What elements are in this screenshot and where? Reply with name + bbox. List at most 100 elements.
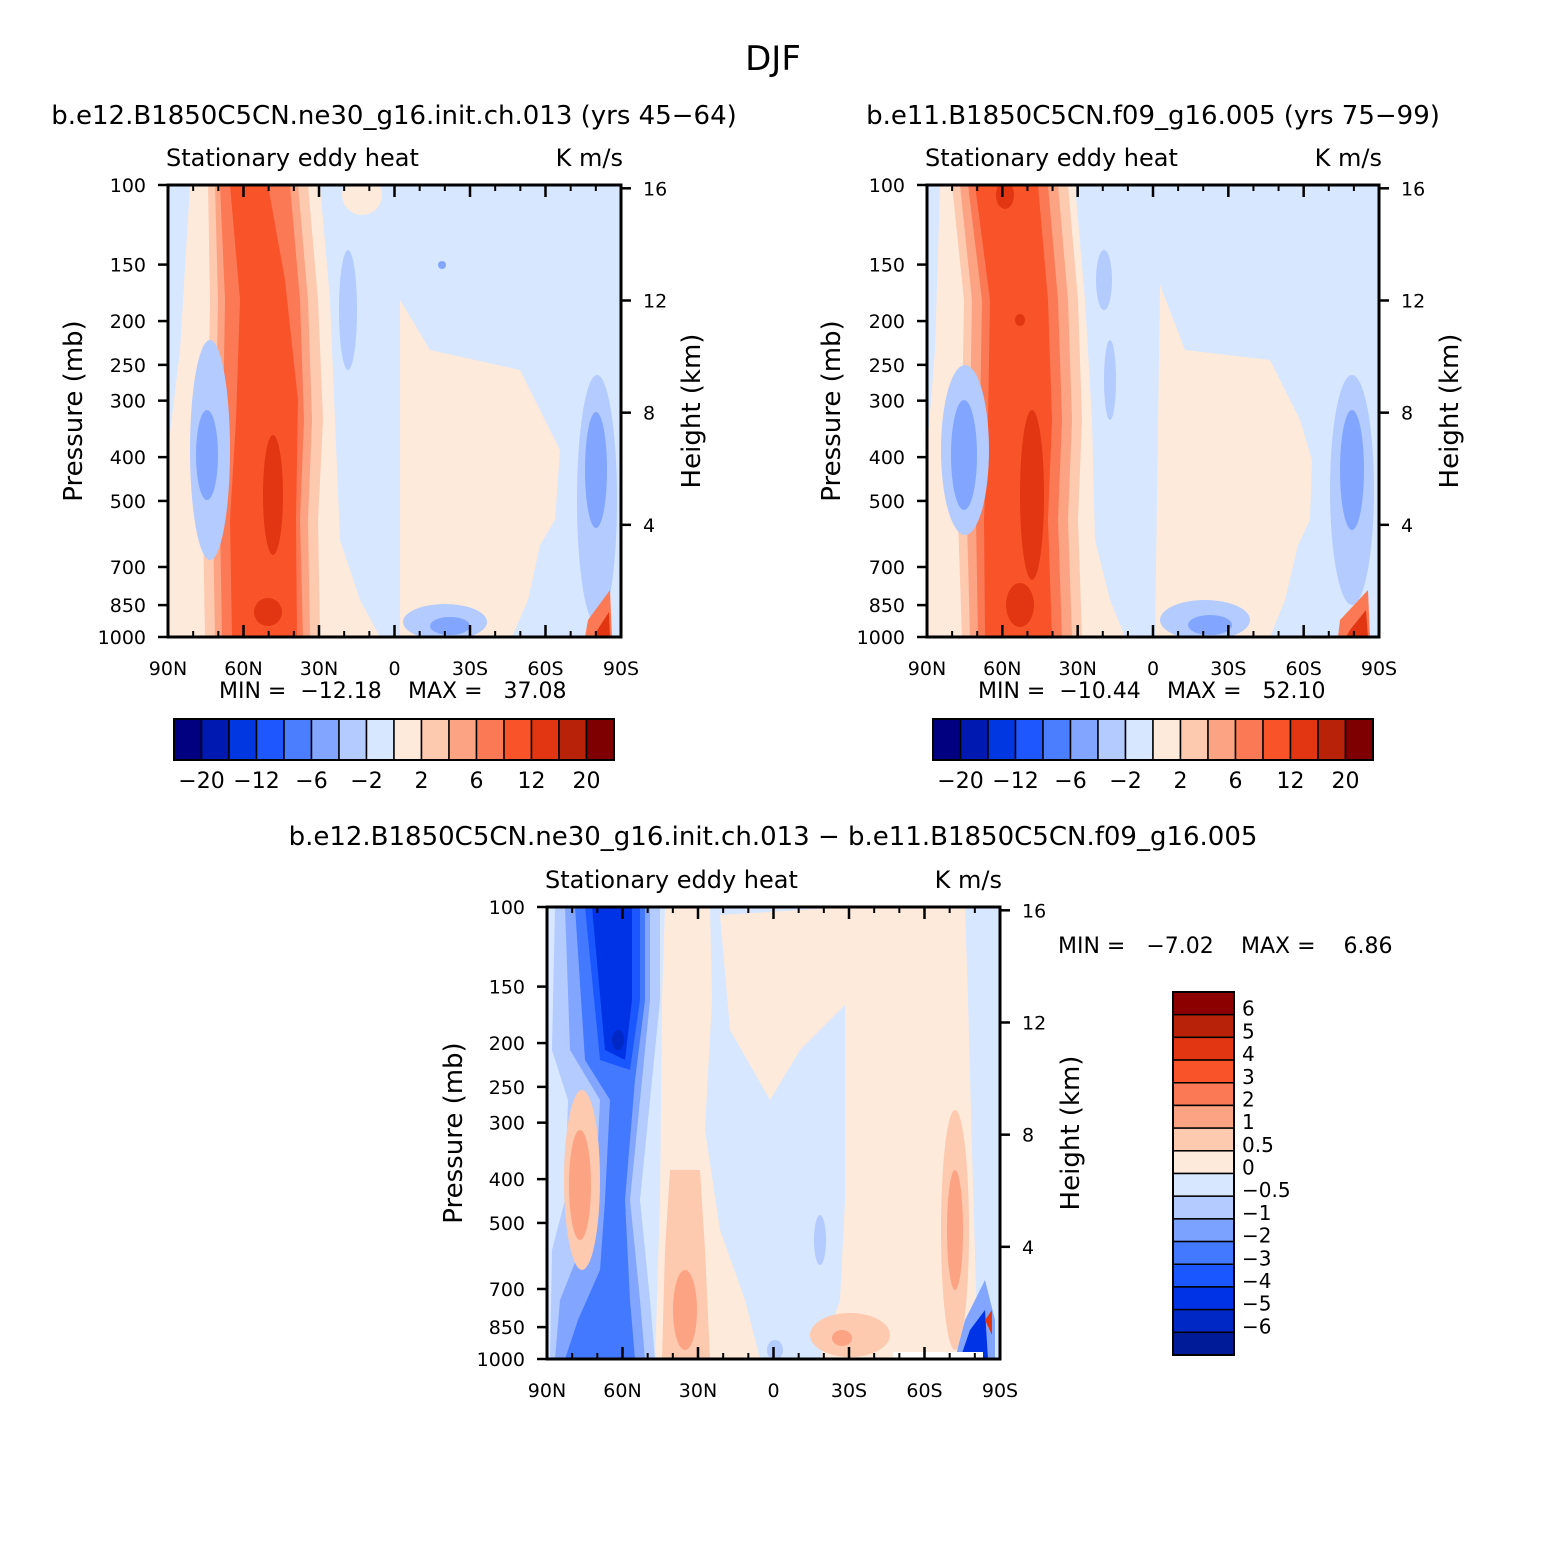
panel-1-ytick-label: 700 bbox=[110, 557, 146, 579]
panel-3-cold-strip bbox=[814, 1215, 826, 1265]
panel-2-ytick-label: 250 bbox=[869, 355, 905, 377]
panel-1-axes: 90N 60N 30N 0 30S 60S 90S 100 150 200 250 300 400 500… bbox=[98, 175, 668, 680]
panel-2-ytick-label: 400 bbox=[869, 447, 905, 469]
panel-3-xtick-label: 0 bbox=[767, 1380, 779, 1402]
panel-2-low-core bbox=[1006, 583, 1034, 627]
panel-2-colorbar-box bbox=[959, 718, 989, 761]
panel-3-min: MIN = −7.02 bbox=[1058, 934, 1214, 959]
panel-1-colorbar-label: −2 bbox=[350, 769, 382, 794]
panel-1-ytick-label: 1000 bbox=[98, 627, 146, 649]
panel-3-colorbar-label: 4 bbox=[1242, 1042, 1255, 1066]
panel-3-right-string: K m/s bbox=[935, 866, 1002, 894]
panel-3-title: b.e12.B1850C5CN.ne30_g16.init.ch.013 − b… bbox=[289, 822, 1258, 852]
panel-3-xtick-label: 90S bbox=[982, 1380, 1018, 1402]
panel-3-warm-right bbox=[820, 907, 978, 1359]
panel-2-left-string: Stationary eddy heat bbox=[925, 144, 1178, 172]
panel-1-cold-west-l2 bbox=[196, 410, 218, 500]
panel-2-cold-strip-2 bbox=[1104, 340, 1116, 420]
panel-1-sp-warm-core bbox=[594, 612, 610, 637]
panel-2-colorbar-box bbox=[1317, 718, 1347, 761]
panel-3-colorbar-box bbox=[1172, 1195, 1235, 1220]
panel-2-xtick-label: 30S bbox=[1210, 658, 1246, 680]
panel-1-xtick-label: 30S bbox=[452, 658, 488, 680]
panel-3-colorbar-box bbox=[1172, 1240, 1235, 1265]
panel-1-colorbar-box bbox=[475, 718, 505, 761]
panel-1-min: MIN = −12.18 bbox=[219, 679, 382, 704]
panel-2-ytick-label: 200 bbox=[869, 311, 905, 333]
panel-3-colorbar-box bbox=[1172, 1150, 1235, 1175]
panel-3-colorbar-box bbox=[1172, 991, 1235, 1016]
panel-2-colorbar-box bbox=[1179, 718, 1209, 761]
panel-2-ylabel-right: Height (km) bbox=[1435, 334, 1465, 489]
panel-2-ytick-label: 300 bbox=[869, 391, 905, 413]
panel-2-max: MAX = 52.10 bbox=[1167, 679, 1326, 704]
panel-3-ytick-label: 1000 bbox=[477, 1349, 525, 1371]
panel-3-colorbar-box bbox=[1172, 1172, 1235, 1197]
panel-2-ytick-label: 150 bbox=[869, 255, 905, 277]
panel-2-y2tick-label: 8 bbox=[1401, 403, 1413, 425]
panel-3-warm-low-core bbox=[832, 1330, 852, 1346]
panel-2-colorbar-box bbox=[1014, 718, 1044, 761]
panel-1-trop-warm bbox=[400, 300, 560, 637]
panel-2-colorbar-box bbox=[1124, 718, 1154, 761]
panel-1-colorbar: −20 −12 −6 −2 2 6 12 20 bbox=[173, 718, 615, 794]
panel-1-jet-core bbox=[263, 435, 283, 555]
panel-2-colorbar: −20 −12 −6 −2 2 6 12 20 bbox=[932, 718, 1374, 794]
panel-1-ylabel-right: Height (km) bbox=[677, 334, 707, 489]
panel-1-cold-east-l2 bbox=[585, 412, 607, 528]
panel-3-y2tick-label: 4 bbox=[1022, 1237, 1034, 1259]
panel-3-colorbar-label: −6 bbox=[1242, 1314, 1271, 1338]
panel-2-top-core bbox=[996, 185, 1014, 209]
panel-3-y2tick-label: 12 bbox=[1022, 1012, 1046, 1034]
panel-3-colorbar-label: −5 bbox=[1242, 1292, 1271, 1316]
panel-1-colorbar-box bbox=[283, 718, 313, 761]
panel-1-xtick-label: 30N bbox=[300, 658, 338, 680]
panel-1-colorbar-box bbox=[228, 718, 258, 761]
panel-3-colorbar-label: −3 bbox=[1242, 1246, 1271, 1270]
panel-1-colorbar-box bbox=[255, 718, 285, 761]
panel-2-y2tick-label: 4 bbox=[1401, 515, 1413, 537]
panel-2-xtick-label: 0 bbox=[1147, 658, 1159, 680]
panel-2-colorbar-box bbox=[1069, 718, 1099, 761]
panel-3-warm-west-l2 bbox=[569, 1130, 591, 1240]
panel-1-colorbar-label: 12 bbox=[518, 769, 546, 794]
panel-2: b.e11.B1850C5CN.f09_g16.005 (yrs 75−99) … bbox=[817, 101, 1465, 794]
panel-1-ytick-label: 850 bbox=[110, 595, 146, 617]
panel-3-ytick-label: 850 bbox=[489, 1317, 525, 1339]
panel-2-xtick-label: 60S bbox=[1286, 658, 1322, 680]
panel-3-colorbar-label: 3 bbox=[1242, 1065, 1255, 1089]
panel-1-left-string: Stationary eddy heat bbox=[166, 144, 419, 172]
panel-3-colorbar-box bbox=[1172, 1218, 1235, 1243]
panel-2-xtick-label: 30N bbox=[1058, 658, 1096, 680]
panel-2-colorbar-box bbox=[932, 718, 962, 761]
panel-1: b.e12.B1850C5CN.ne30_g16.init.ch.013 (yr… bbox=[51, 101, 737, 794]
panel-3-warm-east-l2 bbox=[947, 1170, 963, 1290]
panel-2-mid-core bbox=[1015, 314, 1025, 326]
panel-1-colorbar-box bbox=[558, 718, 588, 761]
panel-3-warm-30n-core bbox=[673, 1270, 697, 1350]
panel-1-cold-trop-l2 bbox=[430, 617, 470, 635]
panel-1-ytick-label: 500 bbox=[110, 491, 146, 513]
panel-3-colorbar-box bbox=[1172, 1308, 1235, 1334]
panel-3-max: MAX = 6.86 bbox=[1241, 934, 1393, 959]
panel-3: b.e12.B1850C5CN.ne30_g16.init.ch.013 − b… bbox=[289, 822, 1393, 1402]
panel-3-xtick-label: 30N bbox=[679, 1380, 717, 1402]
panel-2-axes: 90N 60N 30N 0 30S 60S 90S 100 150 200 250 300 400 500… bbox=[857, 175, 1426, 680]
panel-2-colorbar-box bbox=[1234, 718, 1264, 761]
panel-1-colorbar-box bbox=[503, 718, 533, 761]
panel-3-colorbar-label: 0 bbox=[1242, 1156, 1255, 1180]
panel-2-ytick-label: 1000 bbox=[857, 627, 905, 649]
panel-1-y2tick-label: 4 bbox=[643, 515, 655, 537]
panel-3-xtick-label: 90N bbox=[528, 1380, 566, 1402]
panel-3-left-string: Stationary eddy heat bbox=[545, 866, 798, 894]
panel-3-colorbar-label: 5 bbox=[1242, 1019, 1255, 1043]
panel-2-jet-core bbox=[1020, 410, 1044, 580]
panel-3-ytick-label: 700 bbox=[489, 1279, 525, 1301]
panel-1-xtick-label: 90S bbox=[603, 658, 639, 680]
panel-1-y2tick-label: 8 bbox=[643, 403, 655, 425]
panel-2-colorbar-label: −20 bbox=[937, 769, 983, 794]
panel-3-ytick-label: 150 bbox=[489, 977, 525, 999]
panel-1-title: b.e12.B1850C5CN.ne30_g16.init.ch.013 (yr… bbox=[51, 101, 737, 131]
panel-3-cold-core bbox=[612, 1030, 624, 1050]
panel-1-ytick-label: 150 bbox=[110, 255, 146, 277]
